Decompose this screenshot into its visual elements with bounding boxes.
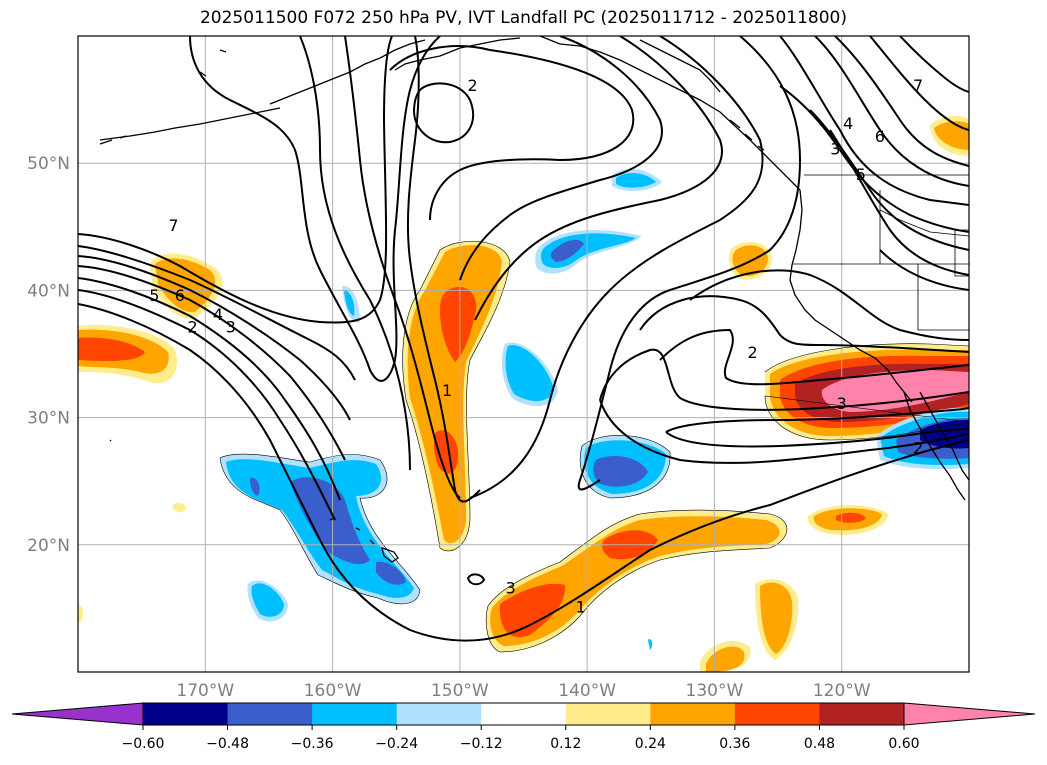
- ivt-positive-region: [78, 604, 84, 624]
- ivt-positive-region: [934, 121, 969, 150]
- pv-contour-label: 3: [837, 394, 847, 413]
- map-frame: [77, 35, 970, 673]
- colorbar-tick-label: −0.12: [460, 736, 503, 752]
- ivt-negative-region: [616, 173, 656, 188]
- colorbar-extend-max: [903, 702, 1036, 726]
- gridlines: [78, 36, 969, 672]
- colorbar-tick-label: −0.36: [291, 736, 334, 752]
- colorbar-bin: [565, 703, 651, 725]
- latitude-tick-label: 40°N: [27, 281, 70, 301]
- latitude-labels: 50°N 40°N 30°N 20°N: [27, 154, 70, 556]
- colorbar-tick-label: 0.24: [635, 736, 666, 752]
- ivt-positive-region: [407, 245, 502, 544]
- longitude-tick-label: 160°W: [304, 681, 362, 701]
- pv-contour-label: 1: [576, 597, 586, 616]
- ivt-positive-region: [490, 516, 780, 646]
- ivt-negative-region: [505, 345, 554, 402]
- latitude-tick-label: 20°N: [27, 536, 70, 556]
- ivt-negative-region: [290, 477, 370, 565]
- colorbar-extend-min: [11, 702, 144, 726]
- ivt-negative-region: [376, 561, 406, 585]
- latitude-tick-label: 50°N: [27, 154, 70, 174]
- colorbar-bin: [396, 703, 482, 725]
- colorbar-bin: [734, 703, 820, 725]
- longitude-tick-label: 170°W: [176, 681, 234, 701]
- pv-contour-label: 2: [187, 318, 197, 337]
- pv-contour-label: 2: [748, 343, 758, 362]
- map-title: 2025011500 F072 250 hPa PV, IVT Landfall…: [199, 8, 847, 28]
- colorbar-tick-label: 0.48: [804, 736, 835, 752]
- pv-contour-label: 3: [226, 318, 236, 337]
- colorbar-tick-label: 0.12: [550, 736, 581, 752]
- colorbar-bin: [819, 703, 905, 725]
- ivt-positive-region: [440, 286, 477, 362]
- colorbar-tick-label: −0.48: [206, 736, 249, 752]
- ivt-positive-region: [836, 512, 866, 523]
- ivt-positive-region: [706, 646, 745, 672]
- political-borders: [792, 174, 969, 331]
- ivt-outlines: [219, 240, 969, 653]
- ivt-negative-region: [251, 583, 284, 617]
- pv-contour-label: 5: [856, 165, 866, 184]
- ivt-positive-region: [499, 583, 566, 638]
- ivt-negative-region: [648, 639, 653, 650]
- ivt-negative-region: [550, 239, 584, 262]
- latitude-tick-label: 30°N: [27, 409, 70, 429]
- colorbar-tick-label: −0.24: [375, 736, 418, 752]
- ivt-positive-region: [433, 430, 459, 474]
- pv-contour-label: 6: [875, 127, 885, 146]
- pv-contour-label: 2: [913, 438, 923, 457]
- longitude-tick-label: 140°W: [558, 681, 616, 701]
- pv-contour-label: 7: [168, 216, 178, 235]
- pv-contour-label: 5: [149, 286, 159, 305]
- longitude-labels: 170°W 160°W 150°W 140°W 130°W 120°W: [176, 681, 870, 701]
- longitude-tick-label: 150°W: [431, 681, 489, 701]
- colorbar: −0.60 −0.48 −0.36 −0.24 −0.12 0.12 0.24 0.36 0.4…: [11, 702, 1036, 752]
- colorbar-outline: [142, 702, 905, 726]
- ivt-positive-region: [78, 337, 145, 362]
- longitude-tick-label: 120°W: [813, 681, 871, 701]
- colorbar-tick-label: −0.60: [122, 736, 165, 752]
- ivt-positive-region: [760, 582, 793, 654]
- coastlines: [99, 36, 969, 563]
- pv-contour-label: 1: [442, 381, 452, 400]
- pv-contour-label: 4: [843, 114, 853, 133]
- colorbar-bin: [312, 703, 398, 725]
- ivt-negative-region: [593, 456, 648, 487]
- longitude-tick-label: 130°W: [686, 681, 744, 701]
- ivt-negative-region: [250, 477, 260, 496]
- pv-contour-label: 3: [506, 578, 516, 597]
- pv-contour-label: 6: [175, 286, 185, 305]
- colorbar-tick-label: 0.36: [719, 736, 750, 752]
- colorbar-bin: [143, 703, 229, 725]
- ivt-positive-region: [821, 370, 969, 412]
- ivt-positive-region: [172, 502, 186, 513]
- pv-contour-label: 3: [830, 139, 840, 158]
- pv-contour-label: 7: [913, 76, 923, 95]
- pv-contour-label: 2: [467, 76, 477, 95]
- colorbar-bin: [481, 703, 567, 725]
- colorbar-tick-label: 0.60: [888, 736, 919, 752]
- colorbar-bin: [650, 703, 736, 725]
- pv-contour-label: 4: [213, 305, 223, 324]
- ivt-negative-region: [344, 290, 355, 316]
- colorbar-bin: [227, 703, 313, 725]
- pv-contours: [78, 36, 969, 642]
